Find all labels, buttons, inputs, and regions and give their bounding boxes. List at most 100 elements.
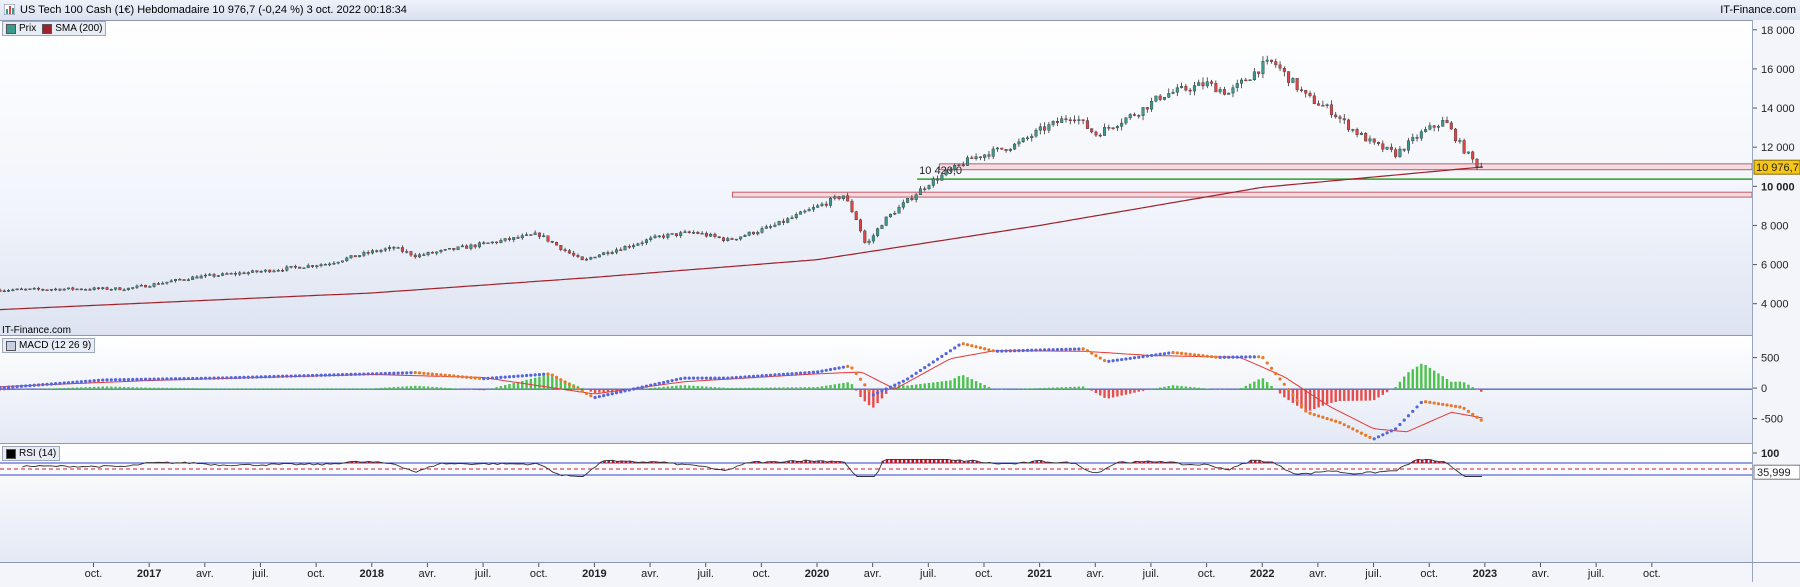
candle-body (975, 157, 978, 159)
macd-histogram-bar (1420, 364, 1422, 389)
macd-line-point (795, 372, 798, 375)
candle-body (722, 238, 725, 241)
macd-line-point (1475, 416, 1478, 419)
macd-histogram-bar (1407, 372, 1409, 389)
candle-body (1454, 129, 1457, 141)
macd-line-point (131, 378, 134, 381)
legend-label-rsi: RSI (14) (19, 447, 56, 460)
candle-body (675, 233, 678, 235)
macd-line-point (696, 377, 699, 380)
candle-body (1476, 159, 1479, 167)
candle-body (1073, 120, 1076, 121)
macd-line-point (576, 387, 579, 390)
macd-histogram-bar (1399, 382, 1401, 389)
macd-line-point (465, 376, 468, 379)
candle-body (350, 255, 353, 257)
candle-body (1249, 80, 1252, 81)
candle-body (1429, 126, 1432, 130)
candle-body (799, 212, 802, 215)
macd-line-point (319, 374, 322, 377)
candle-body (371, 251, 374, 253)
macd-line-point (234, 376, 237, 379)
candle-body (397, 247, 400, 248)
candle-body (196, 277, 199, 278)
candle-body (380, 250, 383, 251)
candle-body (889, 214, 892, 217)
candle-body (217, 275, 220, 276)
macd-histogram-bar (1377, 389, 1379, 397)
macd-line-point (1454, 405, 1457, 408)
macd-histogram-bar (251, 388, 253, 389)
candle-body (465, 246, 468, 249)
macd-histogram-bar (406, 386, 408, 389)
macd-histogram-bar (988, 387, 990, 389)
macd-line-point (332, 373, 335, 376)
macd-histogram-bar (1185, 386, 1187, 389)
candle-body (495, 242, 498, 243)
macd-line-point (927, 363, 930, 366)
macd-histogram-bar (906, 386, 908, 390)
macd-axis-tick-label: 0 (1761, 383, 1767, 395)
macd-line-point (238, 376, 241, 379)
candle-body (12, 290, 15, 291)
macd-line-point (1167, 351, 1170, 354)
candle-body (1352, 129, 1355, 130)
candle-body (988, 155, 991, 157)
candle-body (611, 252, 614, 253)
candle-body (898, 207, 901, 213)
macd-line-point (1240, 355, 1243, 358)
candle-body (76, 289, 79, 290)
candle-body (594, 257, 597, 258)
macd-line-point (1077, 347, 1080, 350)
candle-body (230, 273, 233, 274)
macd-line-point (1270, 367, 1273, 370)
macd-line-point (247, 376, 250, 379)
candle-body (641, 243, 644, 244)
candle-body (1030, 136, 1033, 138)
candle-body (1082, 120, 1085, 121)
macd-line-point (1351, 427, 1354, 430)
macd-histogram-bar (328, 388, 330, 389)
macd-line-point (422, 372, 425, 375)
candle-body (264, 270, 267, 271)
macd-histogram-bar (1069, 387, 1071, 389)
macd-histogram-bar (1330, 389, 1332, 403)
candle-body (825, 204, 828, 205)
macd-line-point (1176, 351, 1179, 354)
macd-histogram-bar (1296, 389, 1298, 406)
time-axis-tick-label: juil. (1587, 568, 1605, 580)
candle-body (174, 279, 177, 281)
rsi-panel[interactable]: RSI (14) (0, 443, 1752, 563)
macd-histogram-bar (846, 382, 848, 389)
candle-body (654, 236, 657, 238)
candle-body (1390, 147, 1393, 150)
macd-histogram-bar (1356, 389, 1358, 401)
macd-histogram-bar (1339, 389, 1341, 401)
macd-histogram-bar (166, 388, 168, 389)
candle-body (979, 157, 982, 158)
candle-body (885, 217, 888, 226)
price-chart[interactable]: 10 420,0 (0, 21, 1752, 336)
macd-line-point (495, 376, 498, 379)
macd-line-point (837, 366, 840, 369)
macd-histogram-bar (196, 388, 198, 389)
candle-body (872, 236, 875, 241)
price-panel[interactable]: 10 420,0 Prix SMA (200) IT-Finance.com (0, 20, 1752, 336)
macd-line-point (7, 386, 10, 389)
rsi-chart[interactable] (0, 444, 1752, 563)
price-zone (939, 164, 1752, 170)
candle-body (67, 288, 70, 289)
candle-body (1236, 83, 1239, 87)
candle-body (731, 238, 734, 239)
macd-histogram-bar (427, 387, 429, 390)
macd-chart[interactable] (0, 336, 1752, 444)
candle-body (1322, 105, 1325, 106)
macd-panel[interactable]: MACD (12 26 9) (0, 335, 1752, 444)
macd-line-point (71, 381, 74, 384)
macd-histogram-bar (132, 387, 134, 389)
macd-line-point (75, 380, 78, 383)
candle-body (260, 271, 263, 272)
macd-line-point (324, 374, 327, 377)
